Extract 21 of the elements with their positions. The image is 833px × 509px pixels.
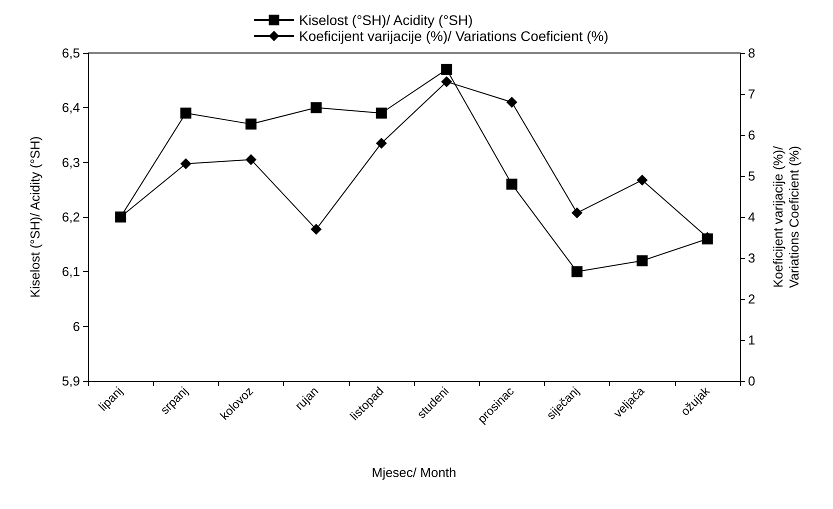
y2-tick-label: 4 — [748, 210, 756, 224]
y2-tick-label: 5 — [748, 168, 756, 184]
y-tick-label: 6 — [72, 318, 80, 334]
y2-tick-label: 8 — [748, 46, 756, 60]
y-tick-label: 6,2 — [62, 210, 80, 224]
y2-axis-title: Koeficijent varijacije (%)/ Variations Coeficient (%) — [770, 146, 802, 288]
y-tick-label: 6,3 — [62, 154, 80, 170]
legend-label: Koeficijent varijacije (%)/ Variations Coeficient (%) — [299, 28, 608, 44]
y-tick-label: 6,1 — [62, 264, 80, 280]
y2-tick-label: 0 — [748, 374, 756, 388]
y-tick-label: 6,5 — [62, 46, 80, 60]
y2-tick-label: 2 — [748, 292, 756, 306]
y2-tick-label: 1 — [748, 332, 756, 348]
x-axis-title: Mjesec/ Month — [372, 465, 456, 480]
y2-tick-label: 7 — [748, 86, 756, 102]
y-axis-title: Kiselost (°SH)/ Acidity (°SH) — [28, 136, 42, 298]
legend-label: Kiselost (°SH)/ Acidity (°SH) — [299, 12, 473, 28]
y-tick-label: 5,9 — [62, 374, 80, 388]
y2-tick-label: 3 — [748, 250, 756, 266]
y-tick-label: 6,4 — [62, 100, 80, 116]
y2-tick-label: 6 — [748, 128, 756, 142]
